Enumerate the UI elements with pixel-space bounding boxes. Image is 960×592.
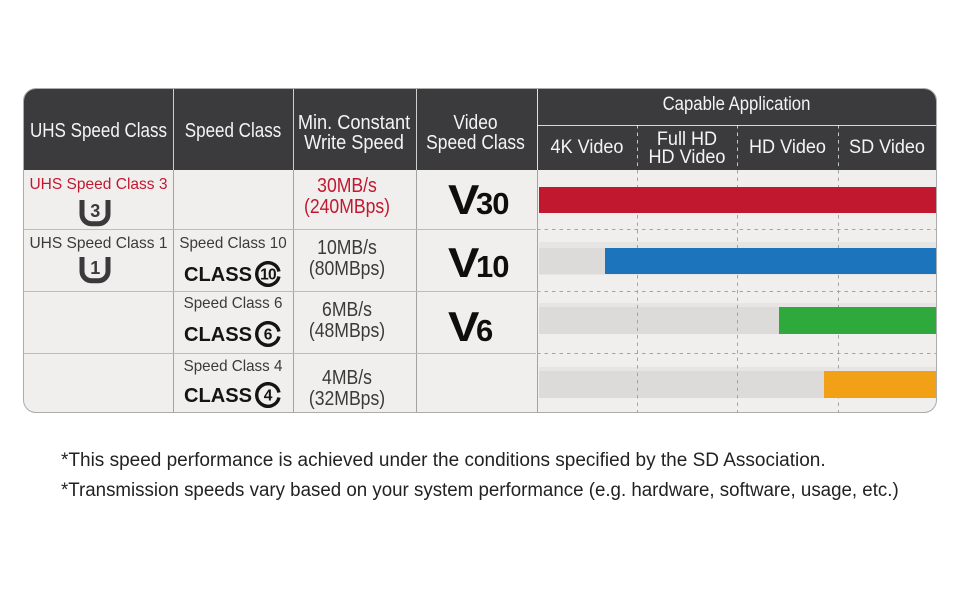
- svg-text:3: 3: [90, 201, 100, 221]
- svg-text:4: 4: [264, 387, 273, 404]
- svg-text:6: 6: [264, 326, 273, 343]
- svg-text:CLASS: CLASS: [184, 324, 252, 346]
- svg-text:CLASS: CLASS: [184, 264, 252, 286]
- svg-text:1: 1: [90, 258, 100, 278]
- svg-text:CLASS: CLASS: [184, 385, 252, 407]
- svg-text:10: 10: [260, 266, 276, 283]
